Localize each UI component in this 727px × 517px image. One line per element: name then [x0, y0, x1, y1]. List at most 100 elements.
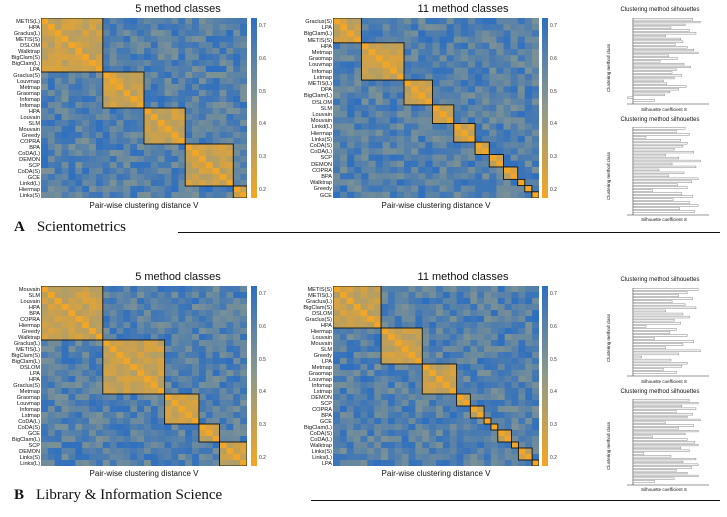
heatmap-cell [360, 364, 368, 371]
heatmap-cell [460, 173, 469, 180]
heatmap-cell [192, 328, 200, 335]
heatmap-cell [394, 286, 403, 293]
heatmap-cell [109, 436, 117, 443]
heatmap-cell [367, 334, 375, 341]
heatmap-cell [532, 358, 539, 365]
silhouette-bar [632, 21, 701, 24]
heatmap-cell [375, 73, 384, 81]
heatmap-cell [164, 418, 172, 425]
heatmap-cell [171, 448, 179, 455]
heatmap-cell [192, 394, 200, 401]
heatmap-cell [511, 364, 519, 371]
heatmap-cell [178, 406, 186, 413]
heatmap-cell [192, 454, 200, 461]
heatmap-cell [475, 142, 483, 149]
heatmap-cell [477, 322, 485, 329]
heatmap-cell [387, 292, 396, 299]
class-block-outline [483, 417, 492, 425]
heatmap-cell [130, 286, 138, 293]
silhouette-bar [632, 46, 688, 49]
row-label: Lstmap [313, 389, 332, 395]
heatmap-cell [219, 132, 227, 139]
heatmap-cell [109, 150, 117, 157]
heatmap-cell [456, 364, 464, 371]
heatmap-cell [61, 174, 69, 181]
row-label: Hiermap [310, 329, 332, 335]
heatmap-cell [41, 78, 49, 85]
silhouette-bar [632, 195, 693, 198]
heatmap-cell [525, 442, 533, 449]
heatmap-cell [518, 436, 526, 443]
heatmap-cell [157, 132, 165, 139]
heatmap-cell [387, 436, 396, 443]
heatmap-cell [178, 42, 186, 49]
heatmap-cell [436, 424, 444, 431]
heatmap-cell [192, 132, 200, 139]
row-label: HPA [28, 25, 40, 31]
heatmap-cell [192, 54, 200, 61]
heatmap-cell [394, 358, 403, 365]
heatmap-cell [415, 400, 423, 407]
heatmap-cell [518, 382, 526, 389]
heatmap-cell [333, 400, 341, 407]
heatmap-cell [490, 358, 499, 365]
heatmap-cell [503, 61, 511, 69]
heatmap-cell [470, 286, 478, 293]
heatmap-cell [418, 36, 426, 44]
heatmap-cell [518, 460, 526, 466]
heatmap-cell [429, 334, 437, 341]
heatmap-cell [233, 400, 241, 407]
silhouette-bar [632, 162, 673, 166]
heatmap-cell [226, 96, 234, 103]
heatmap-cell [503, 123, 511, 131]
heatmap-cell [389, 191, 398, 198]
heatmap-cell [95, 370, 104, 377]
heatmap-cell [198, 30, 207, 37]
heatmap-cell [192, 30, 200, 37]
heatmap-cell [137, 48, 145, 55]
heatmap-cell [354, 135, 362, 143]
heatmap-cell [144, 454, 152, 461]
heatmap-cell [490, 406, 499, 413]
heatmap-cell [171, 138, 179, 145]
heatmap-cell [212, 54, 220, 61]
heatmap-cell [47, 30, 56, 37]
heatmap-cell [95, 430, 104, 437]
heatmap-cell [532, 394, 539, 401]
heatmap-cell [368, 67, 377, 75]
heatmap-cell [212, 322, 220, 329]
heatmap-cell [144, 180, 152, 187]
heatmap-cell [240, 78, 247, 85]
heatmap-cell [511, 316, 519, 323]
heatmap-cell [511, 340, 519, 347]
heatmap-cell [144, 376, 152, 383]
heatmap-cell [157, 66, 165, 73]
heatmap-cell [489, 73, 497, 81]
heatmap-cell [475, 166, 483, 174]
heatmap-cell [164, 448, 172, 455]
heatmap-cell [346, 328, 354, 335]
heatmap-cell [525, 388, 533, 395]
class-block-outline [102, 71, 145, 109]
heatmap-cell [446, 179, 455, 186]
heatmap-cell [360, 430, 368, 437]
heatmap-cell [425, 49, 433, 56]
heatmap-cell [212, 150, 220, 157]
heatmap-cell [429, 364, 437, 371]
heatmap-cell [339, 292, 348, 299]
row-label: Greedy [21, 133, 40, 139]
heatmap-cell [497, 298, 506, 305]
heatmap-cell [54, 322, 62, 329]
heatmap-cell [47, 340, 56, 347]
heatmap-cell [394, 322, 403, 329]
heatmap-cell [41, 168, 49, 175]
heatmap-cell [150, 424, 159, 431]
heatmap-cell [212, 120, 220, 127]
heatmap-cell [123, 382, 131, 389]
heatmap-cell [404, 67, 412, 75]
heatmap-cell [219, 138, 227, 145]
heatmap-cell [354, 191, 362, 198]
heatmap-cell [226, 454, 234, 461]
heatmap-cell [116, 36, 124, 43]
heatmap-cell [75, 144, 83, 151]
